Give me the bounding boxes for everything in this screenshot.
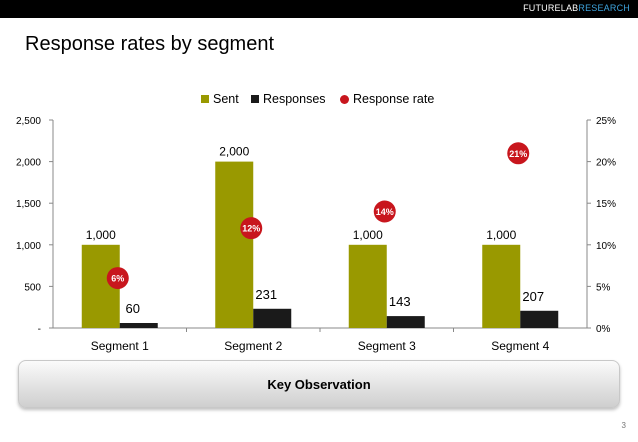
y-left-tick-label: - <box>38 324 41 335</box>
bar-responses-data-label: 143 <box>389 294 411 309</box>
bar-responses <box>520 310 559 328</box>
legend-swatch-sent <box>201 95 209 103</box>
y-right-tick-label: 5% <box>596 282 611 293</box>
response-rate-marker <box>106 267 129 290</box>
bar-responses-data-label: 60 <box>126 301 140 316</box>
brand-name-part2: RESEARCH <box>578 3 630 13</box>
y-left-tick-label: 2,000 <box>16 158 41 169</box>
brand-name-part1: FUTURELAB <box>523 3 579 13</box>
x-category-label: Segment 3 <box>358 339 416 353</box>
y-right-tick-label: 10% <box>596 241 616 252</box>
legend-swatch-responses <box>251 95 259 103</box>
response-rate-data-label: 12% <box>242 224 260 234</box>
legend-label-rate: Response rate <box>353 92 435 106</box>
y-right-tick-label: 0% <box>596 324 611 335</box>
y-right-tick-label: 25% <box>596 116 616 127</box>
legend-item-sent: Sent <box>201 92 239 106</box>
x-category-label: Segment 4 <box>491 339 549 353</box>
bar-sent <box>348 244 387 328</box>
top-banner: FUTURELABRESEARCH <box>0 0 638 18</box>
legend-item-rate: Response rate <box>340 92 434 106</box>
page-title: Response rates by segment <box>25 33 275 55</box>
bar-sent-data-label: 1,000 <box>486 228 516 242</box>
bar-sent-data-label: 1,000 <box>86 228 116 242</box>
response-rate-marker <box>240 217 263 240</box>
bar-responses <box>386 316 425 328</box>
bar-responses-data-label: 231 <box>255 287 277 302</box>
y-right-tick-label: 20% <box>596 158 616 169</box>
bar-sent <box>482 244 521 328</box>
x-category-label: Segment 1 <box>91 339 149 353</box>
x-category-label: Segment 2 <box>224 339 282 353</box>
combo-chart: - 500 1,000 1,500 2,000 2,500 0% 5% 10% 15% 20% 25%… <box>16 116 616 353</box>
legend-swatch-rate <box>340 94 349 104</box>
response-rate-data-label: 14% <box>376 207 394 217</box>
response-rate-data-label: 6% <box>111 274 124 284</box>
key-observation-label: Key Observation <box>267 377 371 392</box>
bar-responses-data-label: 207 <box>522 289 544 304</box>
y-right-tick-label: 15% <box>596 199 616 210</box>
y-left-tick-label: 1,500 <box>16 199 41 210</box>
legend-label-sent: Sent <box>213 92 239 106</box>
bar-responses <box>253 308 292 328</box>
y-left-tick-label: 500 <box>24 282 41 293</box>
response-rate-data-label: 21% <box>509 149 527 159</box>
y-left-tick-label: 2,500 <box>16 116 41 127</box>
bar-sent-data-label: 1,000 <box>353 228 383 242</box>
response-rate-marker <box>373 200 396 223</box>
page-number: 3 <box>621 421 626 430</box>
y-left-tick-label: 1,000 <box>16 241 41 252</box>
brand-logo: FUTURELABRESEARCH <box>523 3 630 13</box>
key-observation-box: Key Observation <box>18 360 620 408</box>
legend-item-responses: Responses <box>251 92 326 106</box>
response-rate-marker <box>507 142 530 165</box>
chart-legend: Sent Responses Response rate <box>0 92 638 110</box>
legend-label-responses: Responses <box>263 92 326 106</box>
bar-responses <box>119 323 158 328</box>
bar-sent <box>215 161 254 328</box>
bar-sent-data-label: 2,000 <box>219 145 249 159</box>
